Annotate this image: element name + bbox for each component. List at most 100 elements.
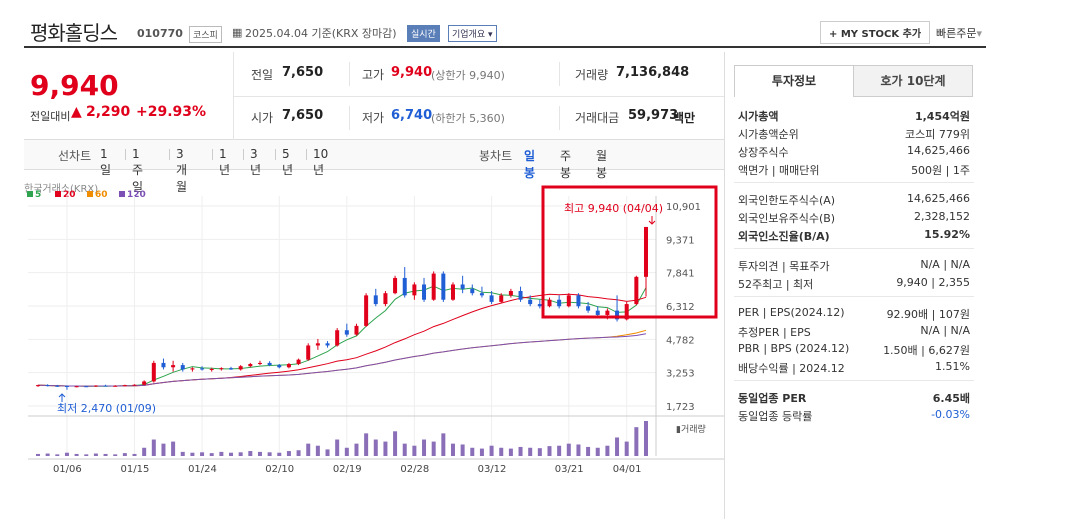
info-label: 시가총액순위 [738,128,799,141]
period-tab[interactable]: 10년 [313,147,329,177]
candle-body [257,362,262,365]
period-tab[interactable]: 1주일 [132,147,144,194]
x-tick-label: 03/21 [555,464,584,475]
volume-bar [489,445,494,456]
amount-unit: 백만 [673,111,696,125]
volume-bar [113,454,118,456]
candle-body [364,295,369,326]
my-stock-add-button[interactable]: + MY STOCK 추가 [820,21,931,44]
candle-body [277,365,282,368]
volume-bar [64,452,69,456]
volume-bar [84,454,89,456]
price-summary: 9,940 전일대비 ▲ 2,290 +29.93% 전일 7,650 고가 9… [24,52,724,140]
up-arrow-icon: ▲ [71,104,82,120]
legend-item: 60 [87,190,108,200]
volume-bar [354,443,359,456]
candle-body [470,288,475,294]
tab-divider [243,149,244,160]
realtime-badge[interactable]: 실시간 [407,25,440,42]
candle-period-tab[interactable]: 주봉 [560,149,572,180]
company-overview-button[interactable]: 기업개요 ▾ [448,25,497,42]
divider [559,106,560,130]
divider [734,380,974,381]
volume-bar [219,451,224,456]
candle-body [393,277,398,294]
volume-bar [45,453,50,456]
info-value: 2,328,152 [914,210,970,223]
candle-body [354,325,359,335]
info-row: 상장주식수 14,625,466 [738,144,970,160]
volume-bar [566,443,571,456]
candle-body [335,330,340,346]
x-tick-label: 02/10 [265,464,294,475]
info-row: 투자의견 | 목표주가 N/A | N/A [738,258,970,274]
volume-bar [518,446,523,456]
candle-body [595,310,600,315]
candle-body [499,295,504,302]
info-row: 52주최고 | 최저 9,940 | 2,355 [738,276,970,292]
candle-body [122,385,127,387]
volume-bar [373,439,378,456]
legend-item: 5 [27,190,41,200]
line-chart-tab[interactable]: 선차트 [58,149,92,163]
tab-investment-info[interactable]: 투자정보 [734,65,854,97]
volume-bar [248,451,253,456]
period-tab[interactable]: 3년 [250,147,262,177]
candle-body [142,381,147,385]
volume-bar [132,453,137,456]
change-value: 2,290 [86,104,131,120]
period-tab[interactable]: 3개월 [176,147,188,194]
candle-body [209,369,214,371]
volume-bar [644,421,648,456]
x-tick-label: 01/24 [188,464,217,475]
calendar-icon: ▦ [232,26,243,39]
volume-bar [547,446,552,456]
volume-bar [286,451,291,456]
volume-bar [55,454,60,456]
info-value: N/A | N/A [920,258,970,271]
candle-body [315,343,320,346]
tab-orderbook[interactable]: 호가 10단계 [853,65,973,97]
candle-body [151,362,156,382]
candle-period-tab[interactable]: 일봉 [524,149,536,180]
candle-body [383,293,388,305]
candle-body [64,386,69,388]
info-label: 외국인한도주식수(A) [738,194,836,207]
candle-body [344,330,349,335]
candle-body [373,295,378,305]
volume-label: ▮거래량 [676,423,706,435]
low-arrow-icon [58,393,66,402]
volume-bar [325,449,330,456]
quick-order-link[interactable]: 빠른주문▾ [936,25,982,41]
amount-value: 59,973 [628,108,679,123]
period-tab[interactable]: 1년 [219,147,231,177]
info-label: 외국인소진율(B/A) [738,230,830,243]
info-value: 코스피 779위 [905,128,970,141]
period-tabs: 선차트 1일 1주일 3개월 1년 3년 5년 10년 봉차트 일봉 주봉 월봉 [24,140,724,194]
moving-average-line [37,285,647,387]
legend-swatch [87,191,93,197]
y-tick-label: 10,901 [666,202,701,213]
info-row: 액면가 | 매매단위 500원 | 1주 [738,162,970,178]
volume-bar [557,445,562,456]
amount-label: 거래대금 [575,111,620,125]
period-tab[interactable]: 5년 [282,147,294,177]
x-tick-label: 04/01 [613,464,642,475]
candle-body [36,385,40,387]
info-label: PER | EPS(2024.12) [738,306,845,319]
volume-bar [528,447,533,456]
candle-body [615,310,620,320]
volume-bar [103,453,108,456]
divider [724,52,725,519]
volume-bar [296,450,301,456]
candle-body [547,299,552,307]
x-tick-label: 03/12 [478,464,507,475]
candle-period-tab[interactable]: 월봉 [596,149,608,180]
legend-item: 120 [119,190,146,200]
candle-body [508,291,513,296]
high-label: 고가 [362,68,385,82]
chevron-down-icon: ▾ [488,30,493,40]
period-tab[interactable]: 1일 [100,147,112,177]
candle-chart-tab[interactable]: 봉차트 [479,149,513,163]
candle-body [402,277,407,296]
